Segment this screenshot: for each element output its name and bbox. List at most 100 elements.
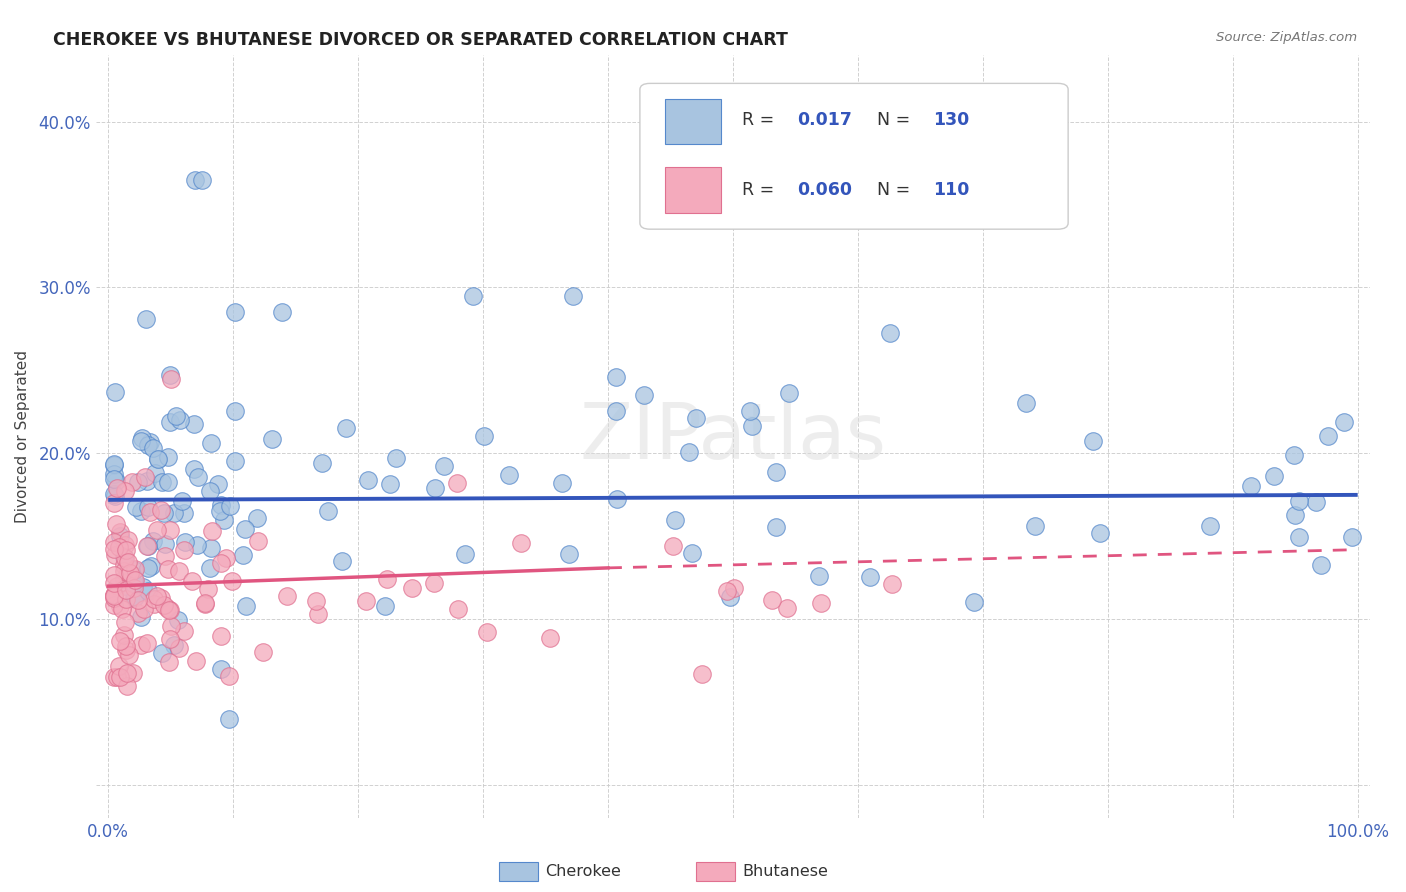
Point [114, 615, 136, 629]
Point [209, 556, 232, 570]
Point [107, 670, 129, 684]
Point [108, 634, 131, 648]
Point [198, 560, 221, 574]
Text: 0.017: 0.017 [797, 111, 852, 129]
Point [562, 289, 585, 303]
Point [159, 415, 181, 429]
Point [212, 513, 235, 527]
Point [112, 573, 135, 587]
Point [112, 549, 135, 564]
Point [1340, 530, 1362, 544]
Point [463, 289, 485, 303]
Text: ZIPatlas: ZIPatlas [579, 399, 886, 475]
Point [271, 305, 294, 319]
Text: N =: N = [877, 111, 915, 129]
Point [173, 506, 195, 520]
Point [117, 565, 139, 579]
Point [318, 504, 340, 518]
Point [1305, 495, 1327, 509]
Point [1263, 468, 1285, 483]
Point [103, 588, 125, 602]
Point [664, 513, 686, 527]
Point [235, 599, 257, 613]
Point [165, 409, 187, 424]
Point [132, 580, 155, 594]
Point [169, 413, 191, 427]
Point [1333, 415, 1355, 429]
Point [194, 596, 217, 610]
Point [356, 593, 378, 607]
Point [138, 505, 160, 519]
Point [146, 589, 169, 603]
Point [153, 598, 176, 612]
Point [121, 475, 143, 489]
Point [103, 472, 125, 486]
Point [218, 712, 240, 726]
Point [103, 588, 125, 602]
Point [131, 430, 153, 444]
Point [152, 507, 174, 521]
Point [104, 489, 127, 503]
Point [218, 669, 240, 683]
Point [103, 591, 125, 605]
Point [170, 494, 193, 508]
Point [114, 551, 136, 566]
Point [1284, 508, 1306, 523]
Point [716, 583, 738, 598]
FancyBboxPatch shape [640, 83, 1069, 229]
Point [108, 529, 131, 543]
Point [134, 601, 156, 615]
Point [221, 574, 243, 588]
Point [1288, 530, 1310, 544]
Point [1015, 396, 1038, 410]
Point [690, 666, 713, 681]
Point [134, 469, 156, 483]
Point [156, 475, 179, 489]
Point [104, 516, 127, 531]
Point [662, 539, 685, 553]
Point [723, 582, 745, 596]
Point [103, 458, 125, 473]
Point [232, 549, 254, 563]
Point [110, 602, 132, 616]
Y-axis label: Divorced or Separated: Divorced or Separated [15, 351, 30, 524]
Point [423, 576, 446, 591]
Point [159, 632, 181, 647]
Point [139, 434, 162, 449]
Point [401, 581, 423, 595]
Point [879, 326, 901, 340]
Point [1081, 434, 1104, 448]
Point [114, 483, 136, 498]
Point [233, 522, 256, 536]
Point [200, 435, 222, 450]
Point [183, 417, 205, 431]
Point [122, 591, 145, 606]
Point [103, 467, 125, 482]
Point [375, 572, 398, 586]
Point [143, 597, 166, 611]
Point [180, 574, 202, 588]
Point [685, 410, 707, 425]
Point [108, 524, 131, 539]
Point [433, 458, 456, 473]
Point [218, 499, 240, 513]
Point [1024, 519, 1046, 533]
Point [157, 562, 180, 576]
Point [810, 595, 832, 609]
Point [124, 590, 146, 604]
Point [859, 570, 882, 584]
Point [681, 546, 703, 560]
Point [103, 496, 125, 510]
Point [538, 631, 561, 645]
Point [110, 670, 132, 684]
Point [136, 539, 159, 553]
Text: 110: 110 [934, 181, 969, 199]
Point [107, 658, 129, 673]
Point [209, 498, 232, 512]
Point [110, 599, 132, 613]
Point [157, 655, 180, 669]
Point [118, 566, 141, 580]
Point [139, 559, 162, 574]
FancyBboxPatch shape [665, 168, 721, 213]
Point [114, 642, 136, 657]
